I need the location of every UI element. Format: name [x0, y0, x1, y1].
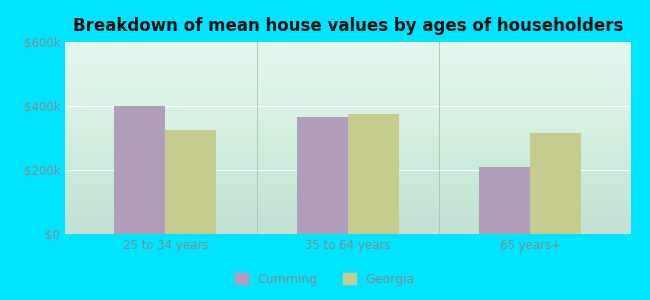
Bar	[479, 167, 530, 234]
Title: Breakdown of mean house values by ages of householders: Breakdown of mean house values by ages o…	[73, 17, 623, 35]
Bar	[165, 130, 216, 234]
Legend: Cumming, Georgia: Cumming, Georgia	[230, 268, 420, 291]
Bar	[114, 106, 165, 234]
Bar	[530, 133, 581, 234]
Bar	[296, 117, 348, 234]
Bar	[348, 114, 399, 234]
